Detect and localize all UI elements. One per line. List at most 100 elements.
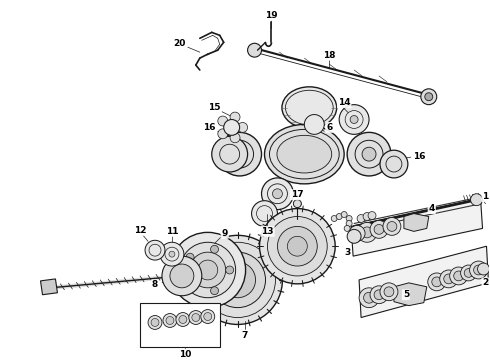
Text: 18: 18 — [323, 51, 336, 60]
Circle shape — [331, 216, 337, 221]
Circle shape — [384, 287, 394, 297]
Text: 13: 13 — [261, 227, 274, 236]
Circle shape — [220, 262, 256, 298]
Circle shape — [464, 269, 473, 277]
Circle shape — [357, 222, 377, 242]
Circle shape — [428, 273, 446, 291]
Circle shape — [163, 314, 177, 327]
Circle shape — [347, 132, 391, 176]
Circle shape — [370, 286, 388, 303]
Circle shape — [211, 245, 219, 253]
Circle shape — [339, 105, 369, 134]
Circle shape — [218, 132, 262, 176]
Circle shape — [478, 263, 490, 275]
Ellipse shape — [265, 125, 344, 184]
Circle shape — [193, 235, 282, 324]
Circle shape — [341, 212, 347, 217]
Circle shape — [383, 217, 401, 235]
Circle shape — [190, 252, 226, 288]
Circle shape — [262, 178, 294, 210]
Text: 17: 17 — [291, 190, 304, 199]
Text: 15: 15 — [208, 103, 221, 112]
Circle shape — [444, 274, 454, 284]
Circle shape — [238, 122, 247, 132]
Circle shape — [364, 292, 374, 303]
Circle shape — [145, 240, 165, 260]
Circle shape — [268, 216, 327, 276]
Circle shape — [370, 220, 388, 238]
Circle shape — [349, 225, 365, 241]
Circle shape — [186, 279, 194, 287]
Polygon shape — [404, 213, 429, 231]
Circle shape — [201, 310, 215, 323]
Circle shape — [359, 288, 379, 307]
Circle shape — [230, 133, 240, 143]
Circle shape — [363, 212, 371, 220]
Circle shape — [347, 229, 361, 243]
Circle shape — [212, 136, 247, 172]
Circle shape — [470, 194, 483, 206]
Circle shape — [469, 261, 488, 279]
Polygon shape — [41, 279, 57, 295]
Circle shape — [380, 150, 408, 178]
Circle shape — [357, 215, 365, 222]
Circle shape — [374, 225, 384, 234]
Text: 20: 20 — [173, 39, 186, 48]
Circle shape — [454, 271, 464, 281]
Polygon shape — [394, 283, 427, 306]
Circle shape — [277, 226, 317, 266]
Circle shape — [186, 253, 194, 261]
Text: 16: 16 — [203, 123, 216, 132]
Polygon shape — [351, 199, 483, 256]
Text: 16: 16 — [413, 152, 425, 161]
Circle shape — [461, 265, 477, 281]
Circle shape — [233, 147, 246, 161]
Circle shape — [176, 312, 190, 327]
Circle shape — [474, 265, 484, 275]
Text: 9: 9 — [221, 229, 228, 238]
Ellipse shape — [282, 87, 337, 129]
Circle shape — [272, 189, 282, 199]
Circle shape — [450, 267, 467, 285]
Circle shape — [380, 283, 398, 301]
Circle shape — [336, 213, 342, 220]
Ellipse shape — [277, 135, 332, 173]
Circle shape — [432, 277, 441, 287]
Circle shape — [440, 270, 458, 288]
FancyBboxPatch shape — [140, 303, 220, 347]
Circle shape — [230, 112, 240, 122]
Circle shape — [288, 236, 307, 256]
Circle shape — [362, 147, 376, 161]
Circle shape — [251, 201, 277, 226]
Text: 11: 11 — [166, 227, 178, 236]
Circle shape — [160, 242, 184, 266]
Text: 10: 10 — [179, 350, 191, 359]
Text: 8: 8 — [152, 280, 158, 289]
Text: 6: 6 — [326, 123, 332, 132]
Circle shape — [368, 212, 376, 220]
Text: 1: 1 — [482, 192, 489, 201]
Circle shape — [350, 116, 358, 123]
Circle shape — [247, 43, 262, 57]
Circle shape — [346, 220, 352, 226]
Circle shape — [170, 264, 194, 288]
Circle shape — [192, 314, 200, 321]
Circle shape — [294, 200, 301, 208]
Circle shape — [169, 251, 175, 257]
Circle shape — [148, 315, 162, 329]
Circle shape — [204, 312, 212, 320]
Circle shape — [344, 225, 350, 231]
Text: 5: 5 — [403, 290, 409, 299]
Text: 7: 7 — [242, 331, 248, 340]
Circle shape — [374, 290, 384, 300]
Text: 19: 19 — [265, 11, 278, 20]
Circle shape — [362, 227, 372, 238]
Circle shape — [226, 266, 234, 274]
Circle shape — [151, 319, 159, 327]
Circle shape — [189, 311, 203, 324]
Circle shape — [162, 256, 202, 296]
Circle shape — [387, 221, 397, 231]
Circle shape — [218, 116, 228, 126]
Circle shape — [425, 93, 433, 101]
Circle shape — [179, 315, 187, 323]
